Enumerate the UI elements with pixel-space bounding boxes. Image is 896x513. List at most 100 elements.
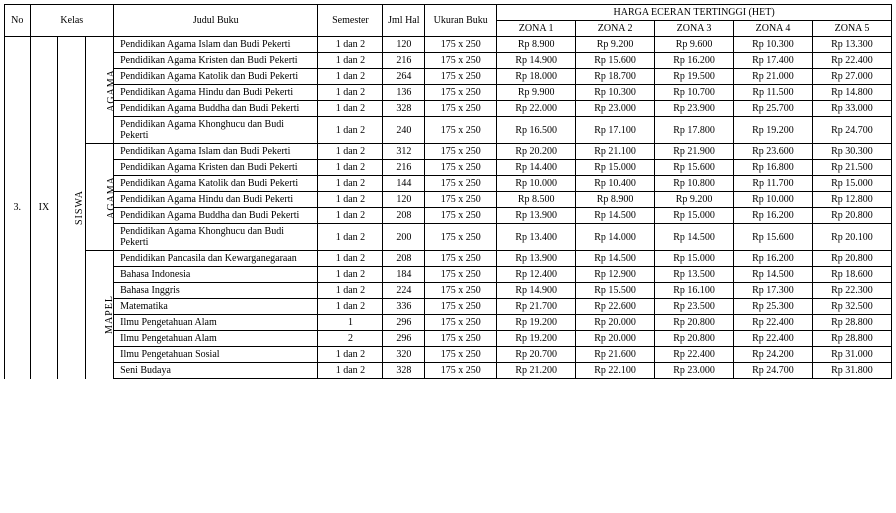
cell-ukuran: 175 x 250 <box>425 192 497 208</box>
cell-hal: 328 <box>383 363 425 379</box>
cell-z3: Rp 20.800 <box>655 315 734 331</box>
cell-z1: Rp 20.700 <box>497 347 576 363</box>
cell-z1: Rp 16.500 <box>497 117 576 144</box>
cell-z4: Rp 19.200 <box>734 117 813 144</box>
cell-z1: Rp 22.000 <box>497 101 576 117</box>
cell-judul: Pendidikan Agama Islam dan Budi Pekerti <box>114 37 318 53</box>
table-body: 3.IXSISWAAGAMAPendidikan Agama Islam dan… <box>5 37 892 379</box>
cell-semester: 1 dan 2 <box>318 299 383 315</box>
cell-judul: Pendidikan Pancasila dan Kewarganegaraan <box>114 251 318 267</box>
cell-z4: Rp 10.300 <box>734 37 813 53</box>
cell-z3: Rp 21.900 <box>655 144 734 160</box>
cell-z1: Rp 14.900 <box>497 283 576 299</box>
cell-z2: Rp 15.600 <box>576 53 655 69</box>
hdr-zona4: ZONA 4 <box>734 21 813 37</box>
cell-judul: Pendidikan Agama Kristen dan Budi Pekert… <box>114 53 318 69</box>
cell-judul: Pendidikan Agama Hindu dan Budi Pekerti <box>114 85 318 101</box>
cell-z5: Rp 24.700 <box>812 117 891 144</box>
table-row: Seni Budaya1 dan 2328175 x 250Rp 21.200R… <box>5 363 892 379</box>
cell-z4: Rp 15.600 <box>734 224 813 251</box>
cell-ukuran: 175 x 250 <box>425 251 497 267</box>
cell-ukuran: 175 x 250 <box>425 37 497 53</box>
cell-judul: Bahasa Indonesia <box>114 267 318 283</box>
cell-z1: Rp 9.900 <box>497 85 576 101</box>
cell-ukuran: 175 x 250 <box>425 160 497 176</box>
cell-ukuran: 175 x 250 <box>425 85 497 101</box>
cell-ukuran: 175 x 250 <box>425 347 497 363</box>
cell-ukuran: 175 x 250 <box>425 117 497 144</box>
cell-z5: Rp 13.300 <box>812 37 891 53</box>
cell-semester: 1 <box>318 315 383 331</box>
cell-hal: 120 <box>383 192 425 208</box>
table-row: Pendidikan Agama Kristen dan Budi Pekert… <box>5 160 892 176</box>
table-row: Pendidikan Agama Khonghucu dan Budi Peke… <box>5 224 892 251</box>
hdr-zona3: ZONA 3 <box>655 21 734 37</box>
cell-semester: 1 dan 2 <box>318 251 383 267</box>
cell-z5: Rp 31.000 <box>812 347 891 363</box>
hdr-zona2: ZONA 2 <box>576 21 655 37</box>
cell-judul: Pendidikan Agama Katolik dan Budi Pekert… <box>114 176 318 192</box>
cell-hal: 216 <box>383 53 425 69</box>
cell-z3: Rp 15.000 <box>655 208 734 224</box>
cell-z4: Rp 17.300 <box>734 283 813 299</box>
cell-ukuran: 175 x 250 <box>425 176 497 192</box>
cell-z5: Rp 12.800 <box>812 192 891 208</box>
cell-z1: Rp 21.200 <box>497 363 576 379</box>
cell-z1: Rp 13.400 <box>497 224 576 251</box>
cell-z2: Rp 22.600 <box>576 299 655 315</box>
cell-z1: Rp 14.400 <box>497 160 576 176</box>
cell-z5: Rp 33.000 <box>812 101 891 117</box>
cell-hal: 208 <box>383 208 425 224</box>
cell-z5: Rp 15.000 <box>812 176 891 192</box>
cell-semester: 1 dan 2 <box>318 69 383 85</box>
hdr-jml-hal: Jml Hal <box>383 5 425 37</box>
table-row: Pendidikan Agama Katolik dan Budi Pekert… <box>5 176 892 192</box>
table-row: 3.IXSISWAAGAMAPendidikan Agama Islam dan… <box>5 37 892 53</box>
cell-z3: Rp 23.500 <box>655 299 734 315</box>
cell-z2: Rp 15.000 <box>576 160 655 176</box>
cell-z4: Rp 11.500 <box>734 85 813 101</box>
table-row: Pendidikan Agama Kristen dan Budi Pekert… <box>5 53 892 69</box>
cell-z5: Rp 20.100 <box>812 224 891 251</box>
cell-judul: Pendidikan Agama Khonghucu dan Budi Peke… <box>114 117 318 144</box>
cell-z5: Rp 22.300 <box>812 283 891 299</box>
cell-semester: 1 dan 2 <box>318 117 383 144</box>
cell-judul: Pendidikan Agama Katolik dan Budi Pekert… <box>114 69 318 85</box>
col-mapel: MAPEL <box>86 251 114 379</box>
col-kelas: IX <box>30 37 58 379</box>
cell-hal: 296 <box>383 331 425 347</box>
cell-z5: Rp 14.800 <box>812 85 891 101</box>
cell-z5: Rp 28.800 <box>812 315 891 331</box>
table-row: Bahasa Indonesia1 dan 2184175 x 250Rp 12… <box>5 267 892 283</box>
cell-ukuran: 175 x 250 <box>425 267 497 283</box>
cell-z3: Rp 15.600 <box>655 160 734 176</box>
cell-judul: Pendidikan Agama Buddha dan Budi Pekerti <box>114 208 318 224</box>
cell-hal: 120 <box>383 37 425 53</box>
cell-hal: 328 <box>383 101 425 117</box>
col-agama-1: AGAMA <box>86 37 114 144</box>
cell-semester: 1 dan 2 <box>318 192 383 208</box>
cell-judul: Pendidikan Agama Khonghucu dan Budi Peke… <box>114 224 318 251</box>
cell-judul: Pendidikan Agama Hindu dan Budi Pekerti <box>114 192 318 208</box>
cell-z3: Rp 16.100 <box>655 283 734 299</box>
cell-semester: 1 dan 2 <box>318 208 383 224</box>
cell-z4: Rp 22.400 <box>734 315 813 331</box>
cell-hal: 264 <box>383 69 425 85</box>
cell-semester: 1 dan 2 <box>318 85 383 101</box>
cell-ukuran: 175 x 250 <box>425 208 497 224</box>
cell-z4: Rp 10.000 <box>734 192 813 208</box>
cell-z5: Rp 20.800 <box>812 251 891 267</box>
cell-z5: Rp 32.500 <box>812 299 891 315</box>
hdr-semester: Semester <box>318 5 383 37</box>
table-row: Ilmu Pengetahuan Alam1296175 x 250Rp 19.… <box>5 315 892 331</box>
cell-semester: 1 dan 2 <box>318 160 383 176</box>
cell-semester: 1 dan 2 <box>318 347 383 363</box>
cell-ukuran: 175 x 250 <box>425 283 497 299</box>
book-price-table: No Kelas Judul Buku Semester Jml Hal Uku… <box>4 4 892 379</box>
cell-semester: 2 <box>318 331 383 347</box>
hdr-kelas: Kelas <box>30 5 114 37</box>
cell-judul: Bahasa Inggris <box>114 283 318 299</box>
cell-z2: Rp 8.900 <box>576 192 655 208</box>
cell-z4: Rp 24.700 <box>734 363 813 379</box>
cell-ukuran: 175 x 250 <box>425 363 497 379</box>
